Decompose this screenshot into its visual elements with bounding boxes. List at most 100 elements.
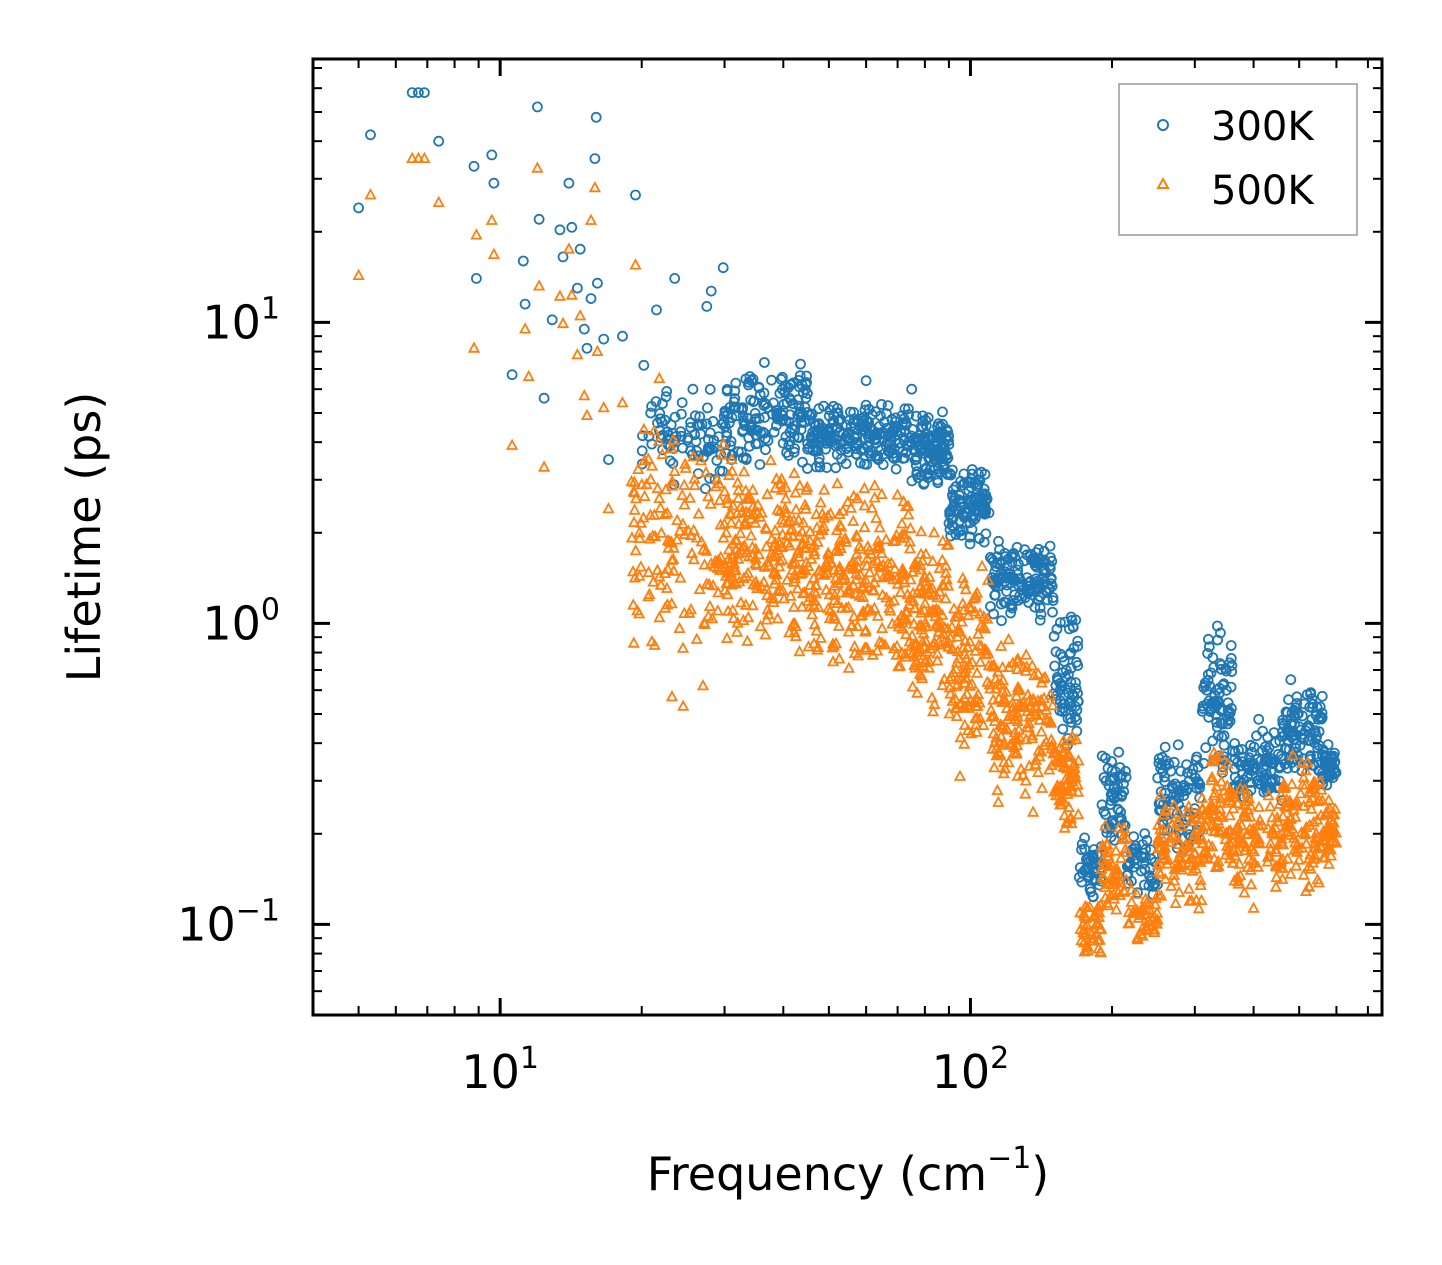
- data-point: [1143, 880, 1155, 892]
- data-point: [635, 477, 648, 490]
- data-point: [1290, 702, 1301, 714]
- data-point: [785, 522, 799, 534]
- data-point: [1203, 641, 1215, 653]
- data-point: [1109, 844, 1123, 856]
- data-point: [1086, 849, 1098, 861]
- data-point: [1301, 689, 1313, 700]
- data-point: [970, 492, 982, 503]
- data-point: [779, 492, 792, 504]
- data-point: [1186, 768, 1197, 780]
- data-point: [712, 477, 725, 489]
- data-point: [738, 539, 751, 551]
- data-point: [1285, 777, 1299, 789]
- data-point: [1152, 818, 1165, 830]
- data-point: [636, 445, 648, 457]
- data-point: [1139, 828, 1151, 839]
- data-point: [967, 695, 980, 707]
- data-point: [940, 538, 954, 550]
- data-point: [928, 697, 941, 709]
- data-point: [1276, 837, 1290, 850]
- data-point: [1270, 870, 1283, 882]
- data-point: [906, 383, 918, 395]
- data-point: [1139, 892, 1152, 904]
- data-point: [1235, 818, 1248, 831]
- data-point: [842, 625, 855, 637]
- data-point: [933, 418, 944, 430]
- data-point: [700, 577, 713, 589]
- data-point: [634, 560, 648, 572]
- data-point: [771, 584, 784, 597]
- data-point: [928, 636, 941, 648]
- data-point: [814, 496, 827, 508]
- data-point: [1062, 785, 1075, 797]
- data-point: [695, 535, 708, 547]
- data-point: [1156, 851, 1169, 863]
- data-point: [969, 712, 982, 724]
- data-point: [1215, 775, 1228, 787]
- data-point: [1182, 844, 1195, 857]
- data-point: [926, 581, 939, 593]
- data-point: [789, 556, 802, 568]
- data-point: [879, 428, 891, 440]
- data-point: [676, 397, 688, 409]
- data-point: [1264, 799, 1277, 812]
- data-point: [673, 524, 686, 536]
- data-point: [688, 478, 701, 491]
- data-point: [910, 437, 922, 449]
- data-point: [888, 562, 902, 574]
- data-point: [957, 577, 971, 589]
- data-point: [736, 540, 749, 552]
- data-point: [802, 559, 815, 571]
- data-point: [1283, 828, 1296, 840]
- data-point: [1205, 773, 1218, 785]
- data-point: [696, 679, 710, 691]
- data-point: [754, 459, 766, 470]
- data-point: [718, 517, 731, 529]
- data-point: [829, 636, 843, 649]
- data-point: [1270, 737, 1281, 748]
- data-point: [898, 413, 910, 425]
- data-point: [1025, 575, 1036, 587]
- data-point: [787, 557, 800, 569]
- data-point: [965, 511, 977, 523]
- data-point: [1035, 781, 1049, 793]
- data-point: [1019, 592, 1031, 604]
- data-point: [1062, 800, 1076, 813]
- data-point: [468, 160, 480, 172]
- data-point: [1262, 789, 1275, 801]
- data-point: [1210, 709, 1222, 721]
- legend-box: [1118, 83, 1358, 236]
- data-point: [742, 412, 753, 424]
- data-point: [1026, 729, 1039, 741]
- data-point: [1003, 709, 1016, 721]
- data-point: [956, 597, 969, 609]
- data-point: [713, 493, 726, 506]
- data-point: [717, 262, 729, 274]
- data-point: [789, 619, 802, 631]
- data-point: [1068, 767, 1082, 779]
- data-point: [970, 725, 983, 737]
- data-point: [644, 508, 657, 520]
- data-point: [1110, 903, 1123, 915]
- data-point: [1304, 862, 1317, 874]
- data-point: [1110, 786, 1121, 798]
- data-point: [860, 559, 874, 571]
- data-point: [1023, 710, 1036, 722]
- data-point: [580, 408, 594, 421]
- data-point: [653, 371, 666, 384]
- data-point: [1226, 660, 1238, 671]
- data-point: [1003, 568, 1014, 579]
- data-point: [1291, 698, 1303, 709]
- data-point: [1092, 905, 1105, 917]
- data-point: [1211, 684, 1223, 696]
- data-point: [627, 636, 640, 648]
- data-point: [723, 506, 737, 518]
- data-point: [706, 578, 720, 591]
- data-point: [813, 418, 825, 429]
- data-point: [1002, 553, 1014, 565]
- data-point: [538, 392, 550, 404]
- data-point: [1171, 831, 1184, 843]
- data-point: [1039, 563, 1050, 575]
- plot-frame: [311, 57, 1384, 1017]
- data-point: [602, 502, 615, 514]
